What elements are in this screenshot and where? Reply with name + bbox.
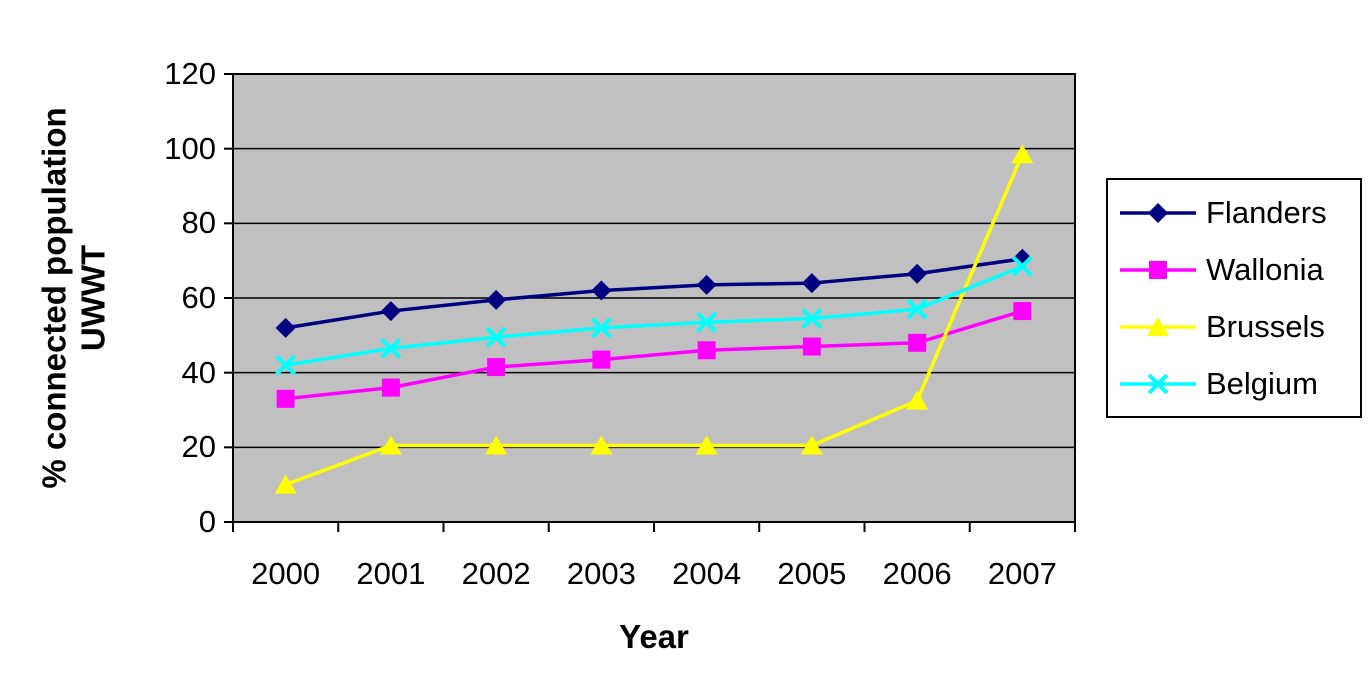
marker-belgium-2001 xyxy=(380,337,402,359)
marker-wallonia-2000 xyxy=(276,389,295,408)
legend-label-brussels: Brussels xyxy=(1206,308,1325,344)
marker-belgium-2006 xyxy=(906,298,928,320)
y-tick-label-40: 40 xyxy=(181,354,216,390)
marker-brussels-2001 xyxy=(379,435,402,455)
x-axis-title: Year xyxy=(619,618,689,655)
y-tick-label-20: 20 xyxy=(181,429,216,465)
y-tick-label-80: 80 xyxy=(181,205,216,241)
marker-flanders-2001 xyxy=(380,301,401,322)
x-tick-label-2004: 2004 xyxy=(672,556,742,591)
marker-belgium-2000 xyxy=(275,354,297,376)
marker-wallonia-2001 xyxy=(381,378,400,397)
marker-wallonia-2005 xyxy=(802,337,821,356)
marker-belgium-2007 xyxy=(1011,255,1033,277)
series-line-flanders xyxy=(285,257,1023,330)
marker-flanders-2002 xyxy=(486,289,507,310)
x-tick-label-2006: 2006 xyxy=(882,556,952,591)
marker-flanders-2005 xyxy=(801,273,822,294)
x-tick-label-2001: 2001 xyxy=(356,556,426,591)
marker-belgium-2004 xyxy=(696,311,718,333)
series-line-brussels xyxy=(285,153,1024,487)
legend-marker-wallonia xyxy=(1149,260,1167,279)
marker-flanders-2000 xyxy=(275,317,296,338)
marker-brussels-2007 xyxy=(1011,144,1034,164)
legend-item-belgium: Belgium xyxy=(1108,364,1360,404)
y-tick-label-100: 100 xyxy=(164,130,216,166)
legend-label-flanders: Flanders xyxy=(1206,194,1327,230)
legend-label-belgium: Belgium xyxy=(1206,365,1318,401)
legend-box: Flanders Wallonia Brussels Belgium xyxy=(1106,178,1362,418)
marker-brussels-2006 xyxy=(906,390,929,410)
legend-marker-brussels xyxy=(1147,316,1169,336)
triangle-icon xyxy=(1120,316,1196,336)
series-line-belgium xyxy=(285,264,1024,367)
marker-belgium-2002 xyxy=(485,326,507,348)
marker-wallonia-2004 xyxy=(697,341,716,360)
marker-flanders-2004 xyxy=(696,274,717,295)
diamond-icon xyxy=(1120,202,1196,223)
x-icon xyxy=(1120,373,1196,394)
marker-flanders-2003 xyxy=(591,280,612,301)
x-tick-label-2002: 2002 xyxy=(461,556,531,591)
marker-belgium-2005 xyxy=(801,308,823,329)
legend-item-wallonia: Wallonia xyxy=(1108,250,1360,290)
y-tick-label-0: 0 xyxy=(198,504,216,539)
x-tick-label-2007: 2007 xyxy=(987,556,1057,591)
x-tick-label-2000: 2000 xyxy=(251,556,321,591)
legend-item-brussels: Brussels xyxy=(1108,307,1360,347)
marker-brussels-2002 xyxy=(485,435,508,455)
legend-marker-belgium xyxy=(1147,373,1169,394)
marker-wallonia-2002 xyxy=(487,358,506,377)
x-tick-label-2003: 2003 xyxy=(566,556,636,591)
marker-brussels-2000 xyxy=(274,474,297,494)
marker-wallonia-2006 xyxy=(908,333,927,352)
y-tick-label-120: 120 xyxy=(164,56,216,91)
marker-flanders-2006 xyxy=(907,263,928,284)
marker-wallonia-2007 xyxy=(1013,302,1032,321)
y-tick-label-60: 60 xyxy=(181,280,216,315)
marker-wallonia-2003 xyxy=(592,350,611,369)
square-icon xyxy=(1120,260,1196,279)
x-tick-label-2005: 2005 xyxy=(777,556,847,591)
legend-item-flanders: Flanders xyxy=(1108,193,1360,233)
legend-label-wallonia: Wallonia xyxy=(1206,251,1324,287)
marker-belgium-2003 xyxy=(590,317,612,339)
legend-marker-flanders xyxy=(1148,202,1168,223)
marker-brussels-2004 xyxy=(695,435,718,455)
series-line-wallonia xyxy=(285,309,1023,401)
marker-brussels-2003 xyxy=(590,435,613,455)
marker-brussels-2005 xyxy=(800,435,823,455)
